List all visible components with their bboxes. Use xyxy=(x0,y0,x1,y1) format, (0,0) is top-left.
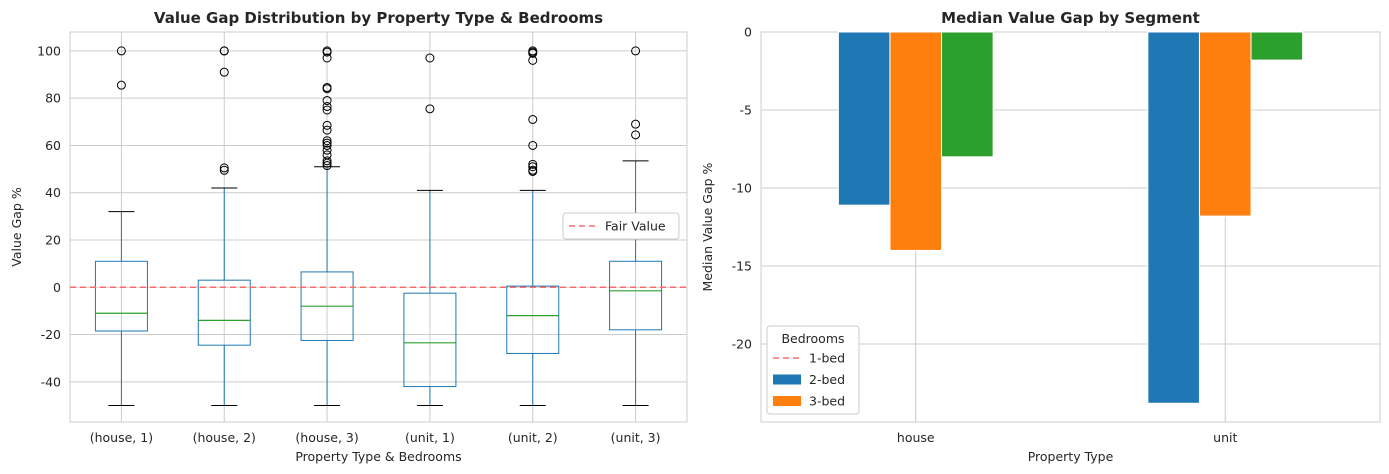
bar-legend-title: Bedrooms xyxy=(781,331,844,346)
box-x-tick-label: (house, 3) xyxy=(295,430,358,445)
box-outlier xyxy=(322,145,332,155)
box-y-tick-label: 0 xyxy=(53,280,61,295)
box-outlier xyxy=(322,138,332,148)
box-outlier xyxy=(322,96,332,106)
box-group xyxy=(197,46,251,406)
bar xyxy=(837,31,891,206)
bar-chart: -20 -15 -10 -5 0 house unit Median Value Gap b… xyxy=(700,9,1381,464)
box-outlier xyxy=(219,165,229,175)
bar-x-tick-label: unit xyxy=(1213,430,1237,445)
bar-legend-frame xyxy=(766,325,860,415)
box-iqr xyxy=(197,279,251,346)
box-outlier xyxy=(528,114,538,124)
bar-x-axis-label: Property Type xyxy=(1028,449,1114,464)
box-outlier xyxy=(322,84,332,94)
box-outlier xyxy=(322,140,332,150)
bar-y-tick-label: -5 xyxy=(740,103,752,118)
bar-ticks: -20 -15 -10 -5 0 house unit xyxy=(732,25,1238,446)
box-outlier xyxy=(425,53,435,63)
box-y-tick-label: 100 xyxy=(37,43,61,58)
box-outlier xyxy=(219,163,229,173)
box-y-tick-label: 80 xyxy=(45,91,61,106)
box-chart: -40 -20 0 20 40 60 80 100 (house, 1) (house, 2) (h… xyxy=(9,9,688,464)
box-outlier xyxy=(322,161,332,171)
bar-y-tick-label: -15 xyxy=(732,259,752,274)
bar-y-tick-label: -10 xyxy=(732,181,752,196)
box-x-tick-label: (house, 1) xyxy=(90,430,153,445)
box-group xyxy=(609,46,663,406)
box-outlier xyxy=(322,47,332,57)
box-y-tick-label: 20 xyxy=(45,233,61,248)
bar-y-tick-label: 0 xyxy=(744,25,752,40)
box-y-tick-label: 40 xyxy=(45,185,61,200)
box-outlier xyxy=(322,120,332,130)
box-y-tick-label: 60 xyxy=(45,138,61,153)
box-outlier xyxy=(322,105,332,115)
bar-series xyxy=(837,31,1304,404)
box-outlier xyxy=(219,67,229,77)
bar-legend-swatch xyxy=(773,374,801,385)
bar xyxy=(889,31,943,251)
box-outlier xyxy=(322,158,332,168)
box-iqr xyxy=(609,260,663,331)
box-x-axis-label: Property Type & Bedrooms xyxy=(295,449,461,464)
box-x-tick-label: (house, 2) xyxy=(193,430,256,445)
bar-legend-label: 2-bed xyxy=(809,372,845,387)
bar-x-tick-label: house xyxy=(897,430,935,445)
bar xyxy=(941,31,994,158)
box-iqr xyxy=(403,292,457,388)
box-legend: Fair Value xyxy=(562,212,680,240)
box-x-tick-label: (unit, 2) xyxy=(508,430,558,445)
box-y-tick-label: -40 xyxy=(41,374,61,389)
bar-legend: Bedrooms 1-bed 2-bed 3-bed xyxy=(766,325,860,415)
box-iqr xyxy=(94,260,148,332)
box-group xyxy=(94,46,148,406)
box-group xyxy=(506,46,560,406)
bar-legend-label: 3-bed xyxy=(809,394,845,409)
box-outlier xyxy=(631,119,641,129)
box-series xyxy=(94,46,663,406)
box-legend-frame xyxy=(562,212,680,240)
box-group xyxy=(300,46,354,406)
box-group xyxy=(403,53,457,406)
bar-chart-title: Median Value Gap by Segment xyxy=(941,9,1200,27)
box-chart-title: Value Gap Distribution by Property Type … xyxy=(154,9,603,27)
box-y-axis-label: Value Gap % xyxy=(9,187,24,267)
bar xyxy=(1147,31,1200,404)
box-outlier xyxy=(631,130,641,140)
box-outlier xyxy=(631,46,641,56)
box-outlier xyxy=(425,104,435,114)
fair-value-legend-label: Fair Value xyxy=(605,219,666,234)
box-outlier xyxy=(116,46,126,56)
box-outlier xyxy=(322,136,332,146)
bar-y-tick-label: -20 xyxy=(732,337,752,352)
box-outlier xyxy=(322,125,332,135)
box-x-tick-label: (unit, 1) xyxy=(405,430,455,445)
box-outlier xyxy=(528,140,538,150)
box-outlier xyxy=(528,159,538,169)
box-outlier xyxy=(322,156,332,166)
box-outlier xyxy=(528,166,538,176)
box-outlier xyxy=(116,80,126,90)
bar-legend-swatch xyxy=(773,396,801,406)
box-outlier xyxy=(219,46,229,56)
box-ticks: -40 -20 0 20 40 60 80 100 (house, 1) (house, 2) (h… xyxy=(37,43,660,445)
bar xyxy=(1250,31,1304,61)
box-outlier xyxy=(322,101,332,111)
bar-legend-label: 1-bed xyxy=(809,351,845,366)
box-y-tick-label: -20 xyxy=(41,327,61,342)
bar-y-axis-label: Median Value Gap % xyxy=(700,162,715,291)
box-outlier xyxy=(322,53,332,63)
box-outlier xyxy=(528,162,538,172)
box-x-tick-label: (unit, 3) xyxy=(611,430,661,445)
box-outlier xyxy=(528,55,538,65)
box-outlier xyxy=(528,48,538,58)
box-iqr xyxy=(506,285,560,354)
bar xyxy=(1198,31,1252,217)
